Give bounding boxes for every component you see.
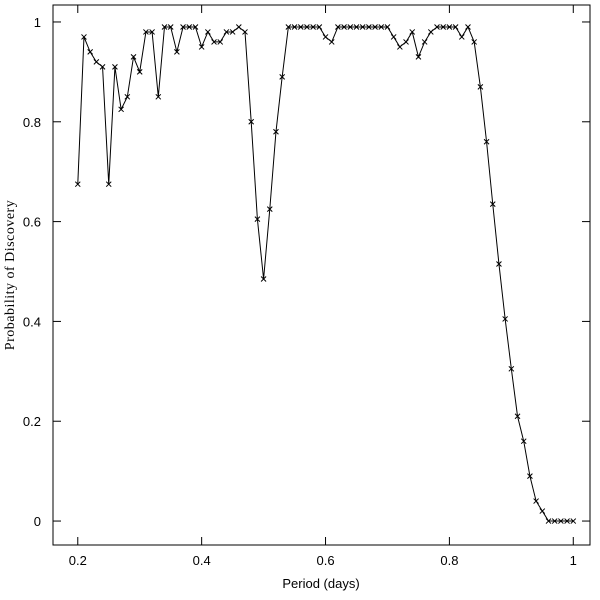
data-point — [167, 24, 174, 30]
data-point — [384, 24, 391, 30]
data-point — [496, 261, 502, 267]
data-point — [273, 128, 279, 135]
data-line — [77, 25, 574, 522]
data-point — [304, 24, 310, 30]
plot-frame — [52, 4, 591, 546]
data-point — [514, 413, 521, 420]
data-point — [452, 24, 459, 30]
x-tick-label: 0.4 — [193, 553, 211, 568]
data-point — [489, 201, 496, 207]
data-point — [508, 365, 515, 372]
data-point — [564, 518, 570, 524]
data-point — [248, 118, 255, 125]
data-point — [328, 39, 335, 45]
data-point — [285, 24, 292, 30]
data-point — [74, 181, 81, 188]
data-point — [136, 69, 143, 75]
data-point — [409, 29, 416, 35]
data-point — [378, 24, 385, 30]
data-point — [372, 24, 378, 30]
data-point — [192, 24, 199, 30]
data-point — [279, 74, 286, 80]
data-point — [186, 24, 193, 30]
x-tick-label: 1 — [570, 553, 577, 568]
x-tick-label: 0.8 — [440, 553, 458, 568]
data-point — [87, 49, 94, 55]
data-point — [130, 54, 137, 60]
data-point — [440, 24, 447, 30]
y-tick-label: 0 — [34, 514, 41, 529]
data-point — [502, 316, 508, 322]
data-point — [204, 29, 211, 35]
data-point — [211, 39, 217, 45]
y-tick-label: 0.4 — [23, 314, 41, 329]
data-point — [310, 24, 316, 30]
data-point — [483, 138, 490, 145]
data-point — [396, 44, 403, 50]
data-point — [570, 518, 577, 524]
data-point — [174, 49, 180, 55]
data-point — [415, 54, 422, 60]
data-point — [266, 206, 273, 212]
data-point — [198, 44, 205, 50]
data-point — [180, 24, 186, 30]
data-point — [545, 518, 552, 524]
data-point — [471, 39, 478, 45]
y-tick-label: 0.6 — [23, 215, 41, 230]
data-point — [359, 24, 366, 30]
data-point — [539, 508, 546, 514]
data-point — [527, 473, 533, 479]
data-point — [235, 24, 242, 30]
data-point — [551, 518, 558, 524]
data-point — [458, 34, 465, 40]
data-point — [558, 518, 564, 524]
data-point — [322, 34, 329, 40]
y-axis-label: Probability of Discovery — [3, 200, 18, 350]
data-point — [347, 24, 354, 30]
data-point — [366, 24, 372, 30]
data-point — [297, 24, 304, 30]
data-point — [446, 24, 453, 30]
data-point — [112, 64, 118, 70]
data-point — [81, 34, 87, 40]
y-tick-label: 0.8 — [23, 115, 41, 130]
data-point — [161, 24, 168, 30]
data-point — [335, 24, 341, 30]
data-point — [477, 83, 484, 90]
data-point — [217, 39, 224, 45]
data-point — [260, 276, 267, 282]
data-point — [229, 29, 236, 35]
data-point — [390, 34, 397, 40]
data-point — [124, 93, 131, 100]
data-point — [533, 498, 539, 504]
data-point — [93, 59, 100, 65]
data-point — [118, 106, 124, 113]
data-point — [434, 24, 440, 30]
data-point — [465, 24, 471, 30]
y-tick-label: 0.2 — [23, 414, 41, 429]
data-point — [149, 29, 155, 35]
data-point — [520, 438, 527, 445]
data-point — [291, 24, 298, 30]
x-axis-label: Period (days) — [282, 576, 359, 591]
data-point — [155, 93, 162, 100]
x-tick-label: 0.6 — [316, 553, 334, 568]
data-point — [242, 29, 248, 35]
data-point — [316, 24, 323, 30]
data-point — [223, 29, 230, 35]
data-point — [105, 181, 112, 188]
x-tick-label: 0.2 — [69, 553, 87, 568]
data-point — [341, 24, 347, 30]
data-point — [99, 64, 106, 70]
data-point — [254, 216, 261, 222]
data-point — [353, 24, 360, 30]
data-point — [427, 29, 434, 35]
data-point — [143, 29, 149, 35]
y-tick-label: 1 — [34, 15, 41, 30]
data-point — [403, 39, 409, 45]
data-point — [421, 39, 428, 45]
